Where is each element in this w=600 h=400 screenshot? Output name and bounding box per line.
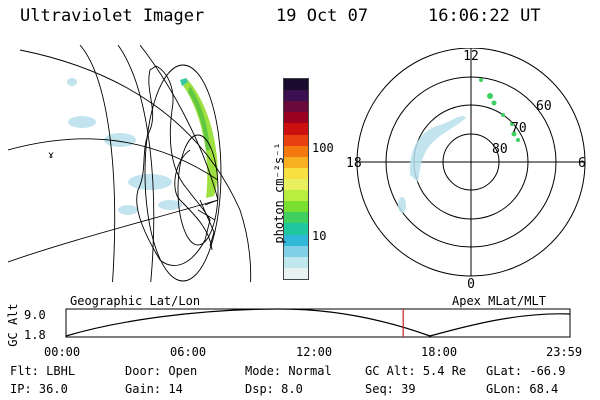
- geographic-latlon-label: Geographic Lat/Lon: [70, 294, 201, 308]
- status-seq: Seq: 39: [365, 382, 416, 396]
- x-tick-1200: 12:00: [296, 345, 333, 359]
- colorbar-swatch: [284, 79, 308, 91]
- mlt-label-0: 0: [467, 277, 475, 288]
- x-tick-2359: 23:59: [546, 345, 583, 359]
- gc-alt-timeline[interactable]: [0, 305, 600, 345]
- status-mode: Mode: Normal: [245, 364, 332, 378]
- apex-mlat-mlt-label: Apex MLat/MLT: [452, 294, 546, 308]
- status-dsp: Dsp: 8.0: [245, 382, 303, 396]
- geographic-projection-image: ɤ: [8, 45, 252, 282]
- status-ip: IP: 36.0: [10, 382, 68, 396]
- mlt-label-18: 18: [346, 156, 362, 171]
- polar-aurora-points: [479, 78, 520, 142]
- status-gc-alt: GC Alt: 5.4 Re: [365, 364, 467, 378]
- gc-alt-min-label: 1.8: [24, 328, 46, 342]
- colorbar-tick-10: 10: [312, 229, 327, 243]
- gc-alt-max-label: 9.0: [24, 308, 46, 322]
- status-filter: Flt: LBHL: [10, 364, 76, 378]
- colorbar-swatch: [284, 256, 308, 268]
- instrument-title: Ultraviolet Imager: [20, 6, 205, 26]
- image-date: 19 Oct 07: [276, 6, 369, 26]
- photon-colorbar: [283, 78, 309, 280]
- colorbar-swatch: [284, 167, 308, 179]
- x-tick-0000: 00:00: [44, 345, 81, 359]
- colorbar-swatch: [284, 190, 308, 202]
- colorbar-swatch: [284, 267, 308, 279]
- status-gain: Gain: 14: [125, 382, 183, 396]
- mlat-label-70: 70: [511, 121, 527, 136]
- colorbar-swatch: [284, 90, 308, 102]
- colorbar-swatch: [284, 156, 308, 168]
- colorbar-swatch: [284, 134, 308, 146]
- colorbar-swatch: [284, 212, 308, 224]
- x-tick-1800: 18:00: [421, 345, 458, 359]
- geo-small-marker: ɤ: [48, 150, 54, 161]
- status-glat: GLat: -66.9: [486, 364, 566, 378]
- colorbar-swatch: [284, 101, 308, 113]
- colorbar-swatch: [284, 223, 308, 235]
- colorbar-swatch: [284, 201, 308, 213]
- colorbar-swatch: [284, 178, 308, 191]
- colorbar-unit-label: photon cm⁻²s⁻¹: [272, 142, 286, 244]
- colorbar-tick-100: 100: [312, 141, 334, 155]
- mlat-label-80: 80: [492, 142, 508, 157]
- status-glon: GLon: 68.4: [486, 382, 559, 396]
- colorbar-swatch: [284, 145, 308, 157]
- polar-mlt-plot: 12 18 6 0 60 70 80: [346, 48, 586, 288]
- mlt-label-6: 6: [578, 156, 586, 171]
- x-tick-0600: 06:00: [170, 345, 207, 359]
- status-door: Door: Open: [125, 364, 198, 378]
- colorbar-swatch: [284, 234, 308, 246]
- image-time: 16:06:22 UT: [428, 6, 541, 26]
- mlt-label-12: 12: [463, 49, 479, 64]
- colorbar-swatch: [284, 112, 308, 124]
- mlat-label-60: 60: [536, 99, 552, 114]
- colorbar-swatch: [284, 245, 308, 257]
- colorbar-swatch: [284, 123, 308, 135]
